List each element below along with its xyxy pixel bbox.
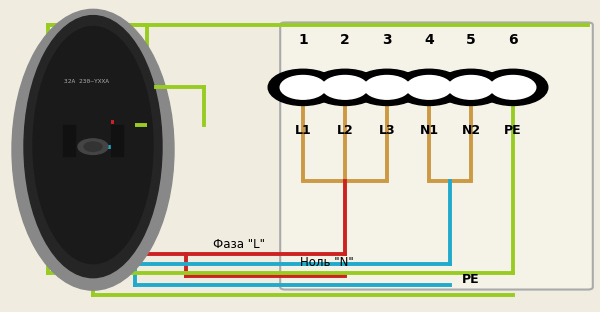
Circle shape [84, 142, 102, 151]
Circle shape [436, 69, 506, 105]
Text: N2: N2 [461, 124, 481, 137]
Text: 6: 6 [508, 33, 518, 47]
Text: L3: L3 [379, 124, 395, 137]
Text: 32A 230~YXXA: 32A 230~YXXA [65, 79, 110, 84]
Text: 2: 2 [340, 33, 350, 47]
Text: Ноль "N": Ноль "N" [300, 256, 354, 269]
Bar [111, 125, 123, 156]
Circle shape [364, 76, 410, 99]
FancyBboxPatch shape [280, 22, 593, 290]
Circle shape [78, 139, 108, 154]
Circle shape [352, 69, 422, 105]
Text: Фаза "L": Фаза "L" [213, 238, 265, 251]
Circle shape [268, 69, 338, 105]
Text: L1: L1 [295, 124, 311, 137]
Text: 5: 5 [466, 33, 476, 47]
Text: 1: 1 [298, 33, 308, 47]
Circle shape [406, 76, 452, 99]
Text: 3: 3 [382, 33, 392, 47]
Circle shape [310, 69, 380, 105]
Bar [63, 125, 75, 156]
Ellipse shape [24, 16, 162, 278]
Circle shape [478, 69, 548, 105]
Text: 4: 4 [424, 33, 434, 47]
Text: L2: L2 [337, 124, 353, 137]
Text: PE: PE [504, 124, 522, 137]
Ellipse shape [33, 27, 153, 264]
Circle shape [394, 69, 464, 105]
Circle shape [448, 76, 494, 99]
Circle shape [280, 76, 326, 99]
Text: N1: N1 [419, 124, 439, 137]
Text: PE: PE [462, 273, 479, 286]
Circle shape [490, 76, 536, 99]
Circle shape [322, 76, 368, 99]
Ellipse shape [12, 9, 174, 290]
